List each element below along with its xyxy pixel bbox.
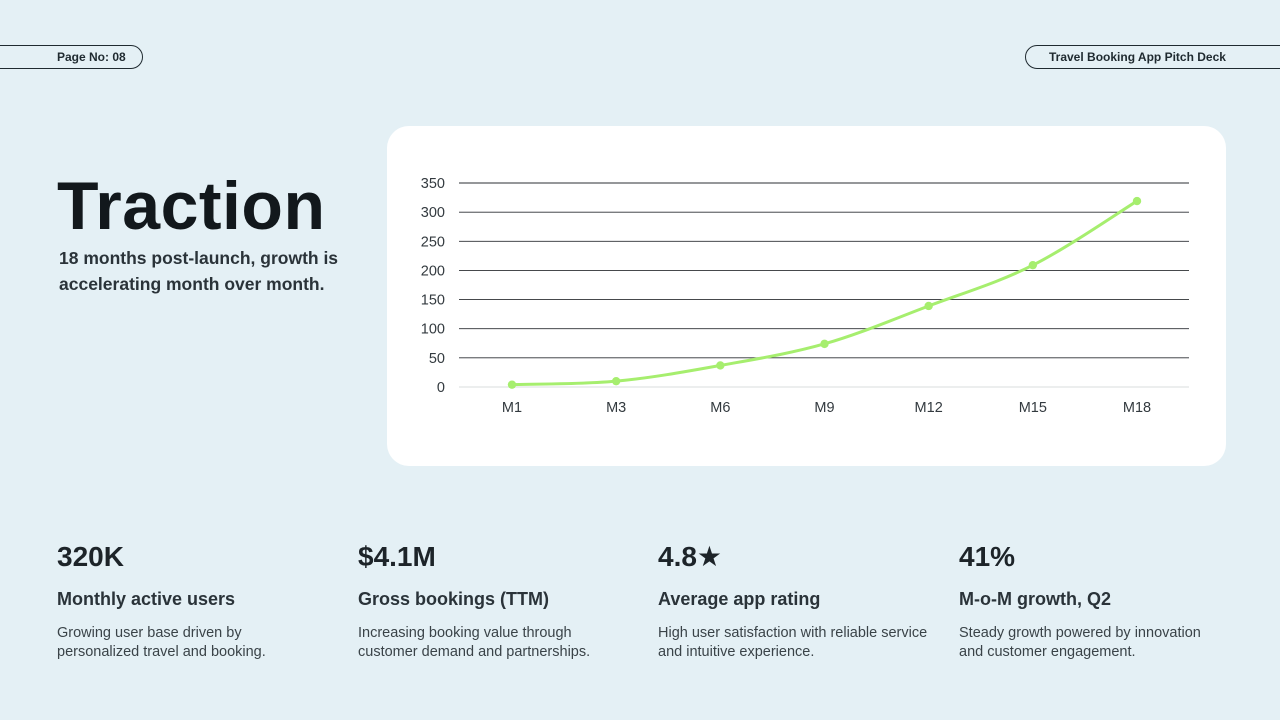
deck-title-pill: Travel Booking App Pitch Deck: [1025, 45, 1280, 69]
y-tick-label: 300: [421, 205, 445, 221]
y-tick-label: 200: [421, 263, 445, 279]
y-tick-label: 0: [437, 380, 445, 396]
stat-label: Monthly active users: [57, 589, 236, 609]
series-line: [510, 199, 1139, 387]
chart-card: 0 50 100 150 200 250 300 350 M1 M3 M6 M9 M12 M15 M18: [387, 126, 1226, 466]
stat-card-mom-growth: 41% M-o-M growth, Q2 Steady growth power…: [959, 538, 1229, 662]
stat-card-app-rating: 4.8★ Average app rating High user satisf…: [658, 538, 928, 662]
x-tick-label: M15: [1019, 400, 1047, 416]
data-point: [820, 339, 829, 349]
y-tick-label: 50: [429, 351, 445, 367]
stat-label: Average app rating: [658, 589, 821, 609]
stat-description: Steady growth powered by innovation and …: [959, 625, 1201, 660]
x-tick-label: M12: [915, 400, 943, 416]
page-title: Traction: [57, 168, 326, 244]
y-tick-layer: 0 50 100 150 200 250 300 350: [421, 176, 445, 396]
stat-value: 4.8★: [658, 541, 723, 572]
data-point: [507, 380, 517, 389]
line-chart: 0 50 100 150 200 250 300 350 M1 M3 M6 M9 M12 M15 M18: [421, 176, 1189, 416]
series-layer: [507, 196, 1142, 389]
y-tick-label: 250: [421, 234, 445, 250]
page-subtitle: 18 months post-launch, growth is acceler…: [59, 248, 339, 294]
grid-layer: [459, 182, 1189, 388]
deck-title-label: Travel Booking App Pitch Deck: [1049, 50, 1226, 64]
y-tick-label: 150: [421, 293, 445, 309]
y-tick-label: 100: [421, 322, 445, 338]
stat-description: High user satisfaction with reliable ser…: [658, 625, 928, 660]
data-point: [1132, 196, 1142, 206]
x-tick-label: M18: [1123, 400, 1151, 416]
stat-value: $4.1M: [358, 541, 436, 572]
page-number-pill: Page No: 08: [0, 45, 143, 69]
y-tick-label: 350: [421, 176, 445, 192]
data-point: [716, 361, 725, 370]
data-point: [611, 376, 621, 386]
x-tick-label: M9: [814, 400, 834, 416]
stat-value: 41%: [959, 541, 1016, 572]
stat-card-monthly-users: 320K Monthly active users Growing user b…: [57, 538, 327, 662]
page-number-label: Page No: 08: [57, 50, 126, 64]
stat-description: Growing user base driven by personalized…: [57, 625, 266, 660]
stat-card-gross-bookings: $4.1M Gross bookings (TTM) Increasing bo…: [358, 538, 628, 662]
data-point: [1028, 260, 1038, 270]
x-tick-layer: M1 M3 M6 M9 M12 M15 M18: [502, 400, 1151, 416]
x-tick-label: M6: [710, 400, 730, 416]
x-tick-label: M3: [606, 400, 626, 416]
data-point: [924, 301, 933, 311]
stat-value: 320K: [57, 541, 124, 572]
stat-label: Gross bookings (TTM): [358, 589, 549, 609]
stat-description: Increasing booking value through custome…: [358, 625, 591, 660]
stat-label: M-o-M growth, Q2: [959, 589, 1111, 609]
x-tick-label: M1: [502, 400, 522, 416]
